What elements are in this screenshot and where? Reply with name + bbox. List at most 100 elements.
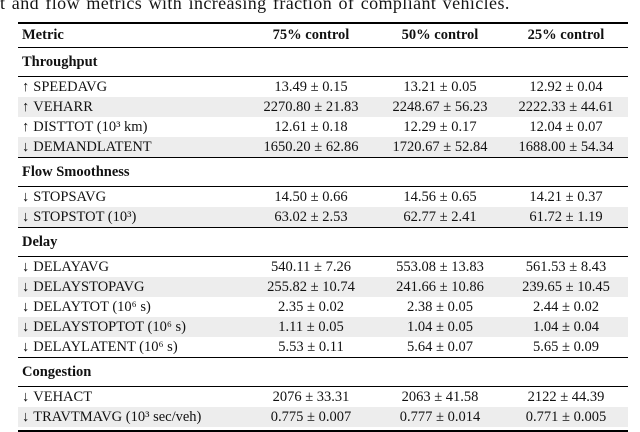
value-cell: 2.35 ± 0.02 — [278, 298, 344, 315]
arrow-down-icon: ↓ — [22, 258, 30, 275]
value-cell: 1650.20 ± 62.86 — [263, 138, 359, 155]
table-row: ↑ VEHARR 2270.80 ± 21.83 2248.67 ± 56.23 … — [18, 97, 628, 117]
metrics-table-grid: Metric 75% control 50% control 25% contr… — [18, 24, 628, 427]
metric-cell: ↓ DELAYSTOPAVG — [18, 277, 246, 297]
metric-cell: ↓ DELAYSTOPTOT (10⁶ s) — [18, 317, 246, 337]
value-cell: 12.04 ± 0.07 — [529, 118, 603, 135]
value-cell: 255.82 ± 10.74 — [267, 278, 355, 295]
value-cell: 0.771 ± 0.005 — [525, 408, 607, 425]
section-title: Throughput — [18, 47, 628, 77]
table-row: ↓ DELAYAVG 540.11 ± 7.26 553.08 ± 13.83 5… — [18, 257, 628, 278]
value-cell: 5.65 ± 0.09 — [533, 338, 599, 355]
value-cell: 12.61 ± 0.18 — [274, 118, 348, 135]
table-row: ↓ STOPSAVG 14.50 ± 0.66 14.56 ± 0.65 14.2… — [18, 187, 628, 208]
header-row: Metric 75% control 50% control 25% contr… — [18, 24, 628, 48]
value-cell: 61.72 ± 1.19 — [529, 208, 603, 225]
value-cell: 239.65 ± 10.45 — [522, 278, 610, 295]
column-header-metric: Metric — [18, 24, 246, 48]
value-cell: 0.777 ± 0.014 — [399, 408, 481, 425]
value-cell: 2.44 ± 0.02 — [533, 298, 599, 315]
section-row-congestion: Congestion — [18, 357, 628, 387]
value-cell: 63.02 ± 2.53 — [274, 208, 348, 225]
metric-label: SPEEDAVG — [33, 78, 108, 95]
value-cell: 5.53 ± 0.11 — [278, 338, 344, 355]
value-cell: 12.92 ± 0.04 — [529, 78, 603, 95]
table-row: ↑ SPEEDAVG 13.49 ± 0.15 13.21 ± 0.05 12.9… — [18, 77, 628, 98]
metric-cell: ↓ VEHACT — [18, 387, 246, 408]
section-row-flow-smoothness: Flow Smoothness — [18, 157, 628, 187]
table-row: ↓ DELAYLATENT (10⁶ s) 5.53 ± 0.11 5.64 ± … — [18, 337, 628, 358]
value-cell: 1.04 ± 0.05 — [407, 318, 473, 335]
table-row: ↑ DISTTOT (10³ km) 12.61 ± 0.18 12.29 ± 0… — [18, 117, 628, 137]
metric-cell: ↓ STOPSTOT (10³) — [18, 207, 246, 228]
section-row-delay: Delay — [18, 227, 628, 257]
section-title: Delay — [18, 227, 628, 257]
arrow-down-icon: ↓ — [22, 188, 30, 205]
value-cell: 14.50 ± 0.66 — [274, 188, 348, 205]
metrics-table: Metric 75% control 50% control 25% contr… — [18, 22, 628, 432]
table-row: ↓ DELAYSTOPAVG 255.82 ± 10.74 241.66 ± 10… — [18, 277, 628, 297]
arrow-down-icon: ↓ — [22, 298, 30, 315]
metric-cell: ↑ VEHARR — [18, 97, 246, 117]
metric-label: DELAYLATENT (10⁶ s) — [33, 338, 178, 355]
table-caption: t and flow metrics with increasing fract… — [0, 0, 640, 14]
value-cell: 5.64 ± 0.07 — [407, 338, 473, 355]
metric-label: STOPSAVG — [33, 188, 107, 205]
table-row: ↓ DEMANDLATENT 1650.20 ± 62.86 1720.67 ± … — [18, 137, 628, 158]
column-header-50-control: 50% control — [376, 24, 504, 48]
metric-cell: ↑ DISTTOT (10³ km) — [18, 117, 246, 137]
metric-cell: ↑ SPEEDAVG — [18, 77, 246, 98]
value-cell: 561.53 ± 8.43 — [525, 258, 607, 275]
metric-label: DEMANDLATENT — [33, 138, 152, 155]
metric-label: DELAYSTOPTOT (10⁶ s) — [33, 318, 187, 335]
value-cell: 1720.67 ± 52.84 — [392, 138, 488, 155]
metric-label: DELAYSTOPAVG — [33, 278, 145, 295]
arrow-down-icon: ↓ — [22, 318, 30, 335]
table-row: ↓ VEHACT 2076 ± 33.31 2063 ± 41.58 2122 ±… — [18, 387, 628, 408]
metric-label: TRAVTMAVG (10³ sec/veh) — [33, 408, 202, 425]
metric-cell: ↓ STOPSAVG — [18, 187, 246, 208]
value-cell: 241.66 ± 10.86 — [396, 278, 484, 295]
value-cell: 14.21 ± 0.37 — [529, 188, 603, 205]
value-cell: 62.77 ± 2.41 — [403, 208, 477, 225]
value-cell: 13.21 ± 0.05 — [403, 78, 477, 95]
table-caption-text: t and flow metrics with increasing fract… — [0, 0, 510, 13]
value-cell: 2222.33 ± 44.61 — [518, 98, 614, 115]
metric-label: VEHACT — [33, 388, 93, 405]
metric-label: VEHARR — [33, 98, 93, 115]
table-row: ↓ STOPSTOT (10³) 63.02 ± 2.53 62.77 ± 2.4… — [18, 207, 628, 228]
value-cell: 2076 ± 33.31 — [272, 388, 350, 405]
section-title: Congestion — [18, 357, 628, 387]
arrow-down-icon: ↓ — [22, 388, 30, 405]
value-cell: 1.11 ± 0.05 — [278, 318, 344, 335]
column-header-75-control: 75% control — [246, 24, 376, 48]
arrow-down-icon: ↓ — [22, 278, 30, 295]
metric-label: DISTTOT (10³ km) — [33, 118, 148, 135]
arrow-down-icon: ↓ — [22, 338, 30, 355]
metric-label: DELAYTOT (10⁶ s) — [33, 298, 151, 315]
metric-cell: ↓ DELAYTOT (10⁶ s) — [18, 297, 246, 317]
metric-cell: ↓ DEMANDLATENT — [18, 137, 246, 158]
metric-cell: ↓ TRAVTMAVG (10³ sec/veh) — [18, 407, 246, 427]
table-row: ↓ TRAVTMAVG (10³ sec/veh) 0.775 ± 0.007 0… — [18, 407, 628, 427]
value-cell: 1.04 ± 0.04 — [533, 318, 599, 335]
value-cell: 0.775 ± 0.007 — [270, 408, 352, 425]
value-cell: 2270.80 ± 21.83 — [263, 98, 359, 115]
arrow-down-icon: ↓ — [22, 208, 30, 225]
arrow-up-icon: ↑ — [22, 78, 30, 95]
arrow-down-icon: ↓ — [22, 408, 30, 425]
metric-label: STOPSTOT (10³) — [33, 208, 137, 225]
value-cell: 14.56 ± 0.65 — [403, 188, 477, 205]
value-cell: 540.11 ± 7.26 — [271, 258, 351, 275]
value-cell: 2.38 ± 0.05 — [407, 298, 473, 315]
section-row-throughput: Throughput — [18, 47, 628, 77]
arrow-up-icon: ↑ — [22, 98, 30, 115]
arrow-up-icon: ↑ — [22, 118, 30, 135]
value-cell: 13.49 ± 0.15 — [274, 78, 348, 95]
metric-cell: ↓ DELAYAVG — [18, 257, 246, 278]
value-cell: 2248.67 ± 56.23 — [392, 98, 488, 115]
value-cell: 2122 ± 44.39 — [527, 388, 605, 405]
value-cell: 1688.00 ± 54.34 — [518, 138, 614, 155]
section-title: Flow Smoothness — [18, 157, 628, 187]
value-cell: 2063 ± 41.58 — [401, 388, 479, 405]
